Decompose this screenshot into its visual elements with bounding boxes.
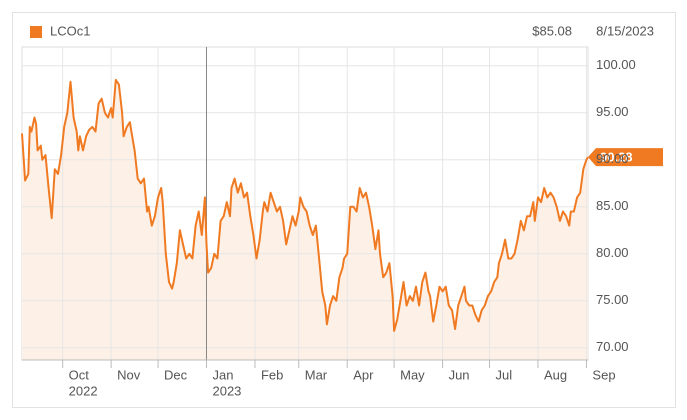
y-tick-label: 80.00 (596, 245, 629, 260)
x-tick-label: Jul (495, 367, 512, 382)
x-tick-label: Dec (164, 367, 188, 382)
header-date: 8/15/2023 (596, 23, 654, 38)
area-fill (22, 79, 588, 361)
y-tick-label: 90.00 (596, 151, 629, 166)
x-tick-label: Mar (305, 367, 328, 382)
x-tick-label: Jan (212, 367, 233, 382)
header-price: $85.08 (532, 23, 572, 38)
legend-label: LCOc1 (50, 23, 90, 38)
last-value-tag (588, 148, 663, 167)
x-tick-label: Apr (353, 367, 374, 382)
y-tick-label: 100.00 (596, 57, 636, 72)
x-tick-label: Jun (449, 367, 470, 382)
x-tick-label: Nov (117, 367, 141, 382)
last-value-label: 90.28 (600, 150, 633, 165)
y-tick-label: 95.00 (596, 104, 629, 119)
x-tick-label: Oct (69, 367, 90, 382)
x-tick-label: Feb (261, 367, 283, 382)
y-tick-label: 70.00 (596, 339, 629, 354)
x-year-label: 2022 (69, 383, 98, 398)
x-year-label: 2023 (212, 383, 241, 398)
price-line (21, 78, 589, 332)
legend-swatch (30, 26, 42, 38)
x-tick-label: May (400, 367, 425, 382)
y-tick-label: 85.00 (596, 198, 629, 213)
y-tick-label: 75.00 (596, 292, 629, 307)
x-tick-label: Aug (544, 367, 567, 382)
x-tick-label: Sep (592, 367, 615, 382)
